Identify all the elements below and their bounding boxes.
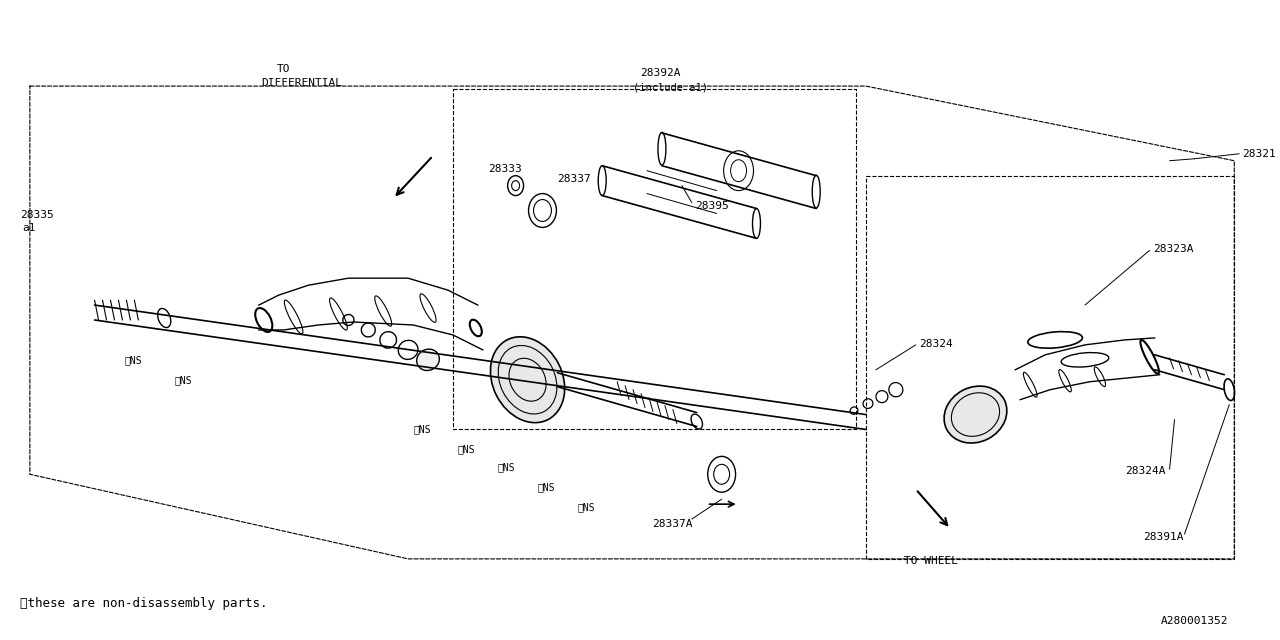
Text: TO WHEEL: TO WHEEL <box>904 556 957 566</box>
Text: DIFFERENTIAL: DIFFERENTIAL <box>261 78 342 88</box>
Text: ※NS: ※NS <box>174 375 192 385</box>
Ellipse shape <box>945 386 1007 443</box>
Text: 28323A: 28323A <box>1153 244 1193 254</box>
Text: ※NS: ※NS <box>577 502 595 512</box>
Ellipse shape <box>490 337 564 422</box>
Text: 28324A: 28324A <box>1125 467 1165 476</box>
Text: 28321: 28321 <box>1242 148 1276 159</box>
Text: 28333: 28333 <box>488 164 521 173</box>
Text: 28337A: 28337A <box>652 519 692 529</box>
Text: ※NS: ※NS <box>124 355 142 365</box>
Text: (include a1): (include a1) <box>634 82 708 92</box>
Ellipse shape <box>417 349 439 371</box>
Text: 28335: 28335 <box>20 211 54 221</box>
Text: ※these are non-disassembly parts.: ※these are non-disassembly parts. <box>20 596 268 610</box>
Text: A280001352: A280001352 <box>1161 616 1229 625</box>
Text: 28324: 28324 <box>919 339 952 349</box>
Text: ※NS: ※NS <box>458 444 475 454</box>
Text: 28395: 28395 <box>695 200 728 211</box>
Text: a1: a1 <box>22 223 36 234</box>
Text: ※NS: ※NS <box>413 424 430 435</box>
Text: ※NS: ※NS <box>538 482 556 492</box>
Text: 28392A: 28392A <box>640 68 681 78</box>
Text: 28391A: 28391A <box>1143 532 1183 542</box>
Text: TO: TO <box>276 64 291 74</box>
Text: 28337: 28337 <box>557 173 591 184</box>
Text: ※NS: ※NS <box>498 462 516 472</box>
